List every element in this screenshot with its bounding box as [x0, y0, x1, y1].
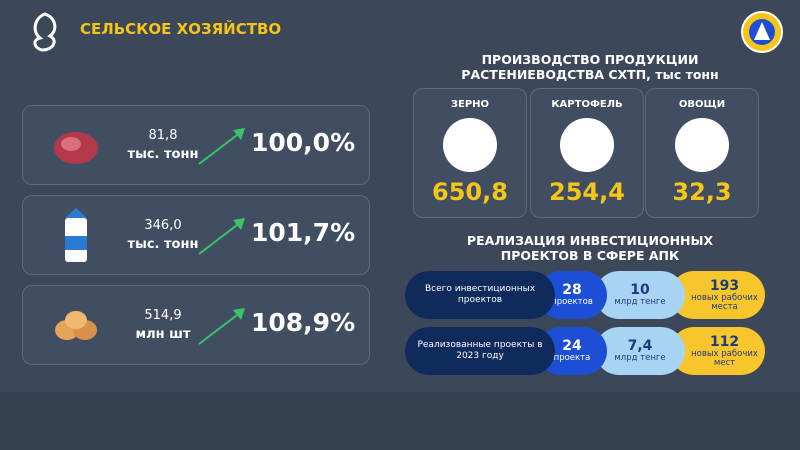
- title-line: ПРОЕКТОВ В СФЕРЕ АПК: [500, 248, 680, 263]
- value: 7,4: [627, 338, 653, 354]
- title-line: РАСТЕНИЕВОДСТВА СХТП, тыс тонн: [461, 67, 719, 82]
- growth: 100,0%: [251, 128, 356, 157]
- investments-title: РЕАЛИЗАЦИЯ ИНВЕСТИЦИОННЫХ ПРОЕКТОВ В СФЕ…: [405, 233, 775, 263]
- amount-value: 81,8: [148, 128, 178, 143]
- emblem: [33, 12, 57, 52]
- unit: проекта: [553, 353, 591, 363]
- amount-unit: млн шт: [135, 327, 191, 342]
- crop-card: ЗЕРНО 650,8: [413, 88, 527, 218]
- title-line: ПРОИЗВОДСТВО ПРОДУКЦИИ: [481, 52, 699, 67]
- page-title: СЕЛЬСКОЕ ХОЗЯЙСТВО: [80, 20, 282, 38]
- money: 7,4 млрд тенге: [595, 327, 685, 375]
- value: 193: [709, 277, 740, 294]
- livestock-card: 514,9 млн шт 108,9%: [22, 285, 370, 365]
- investment-row: Реализованные проекты в 2023 году 24 прое…: [405, 327, 765, 375]
- growth: 101,7%: [251, 218, 356, 247]
- amount: 514,9 млн шт: [103, 306, 223, 344]
- row-label: Всего инвестиционных проектов: [405, 271, 555, 319]
- growth-arrow: [198, 308, 245, 345]
- crops-title: ПРОИЗВОДСТВО ПРОДУКЦИИ РАСТЕНИЕВОДСТВА С…: [405, 52, 775, 82]
- investment-row: Всего инвестиционных проектов 28 проектов…: [405, 271, 765, 319]
- crop-icon: [560, 118, 614, 172]
- amount: 81,8 тыс. тонн: [103, 126, 223, 164]
- jobs: 193 новых рабочих места: [670, 271, 765, 319]
- footer-band: [0, 392, 800, 450]
- crop-card: КАРТОФЕЛЬ 254,4: [530, 88, 644, 218]
- amount-value: 346,0: [144, 218, 182, 233]
- value: 10: [630, 282, 650, 298]
- unit: проектов: [551, 297, 593, 307]
- title-line: РЕАЛИЗАЦИЯ ИНВЕСТИЦИОННЫХ: [466, 233, 714, 248]
- unit: новых рабочих места: [691, 292, 758, 312]
- value: 112: [709, 333, 740, 350]
- unit: млрд тенге: [614, 297, 666, 307]
- unit: новых рабочих мест: [691, 348, 758, 368]
- crop-value: 254,4: [549, 178, 625, 206]
- growth-arrow: [198, 218, 245, 255]
- crop-card: ОВОЩИ 32,3: [645, 88, 759, 218]
- amount-unit: тыс. тонн: [127, 237, 199, 252]
- eggs-icon: [55, 311, 97, 340]
- growth: 108,9%: [251, 308, 356, 337]
- value: 24: [562, 338, 582, 354]
- unit: млрд тенге: [614, 353, 666, 363]
- livestock-card: 81,8 тыс. тонн 100,0%: [22, 105, 370, 185]
- amount-value: 514,9: [144, 308, 182, 323]
- amount: 346,0 тыс. тонн: [103, 216, 223, 254]
- crop-name: КАРТОФЕЛЬ: [551, 99, 623, 110]
- crop-icon: [675, 118, 729, 172]
- crop-value: 650,8: [432, 178, 508, 206]
- logo: [741, 11, 783, 53]
- money: 10 млрд тенге: [595, 271, 685, 319]
- growth-arrow: [198, 128, 245, 165]
- amount-unit: тыс. тонн: [127, 147, 199, 162]
- value: 28: [562, 282, 582, 298]
- livestock-card: 346,0 тыс. тонн 101,7%: [22, 195, 370, 275]
- meat-icon: [54, 132, 98, 164]
- milk-icon: [65, 208, 87, 262]
- row-label: Реализованные проекты в 2023 году: [405, 327, 555, 375]
- crop-value: 32,3: [672, 178, 732, 206]
- crop-name: ЗЕРНО: [450, 99, 490, 110]
- crop-icon: [443, 118, 497, 172]
- crop-name: ОВОЩИ: [678, 99, 726, 110]
- jobs: 112 новых рабочих мест: [670, 327, 765, 375]
